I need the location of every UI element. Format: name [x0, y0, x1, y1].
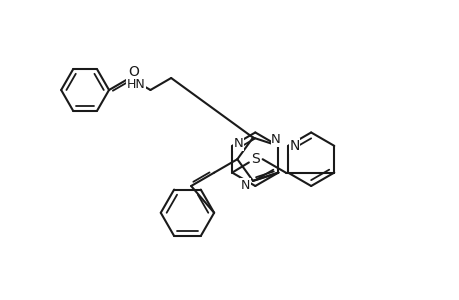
Text: N: N [271, 133, 280, 146]
Text: N: N [240, 179, 249, 192]
Text: N: N [289, 139, 299, 153]
Text: HN: HN [127, 77, 146, 91]
Text: N: N [233, 137, 242, 150]
Text: S: S [250, 152, 259, 166]
Text: O: O [128, 65, 139, 80]
